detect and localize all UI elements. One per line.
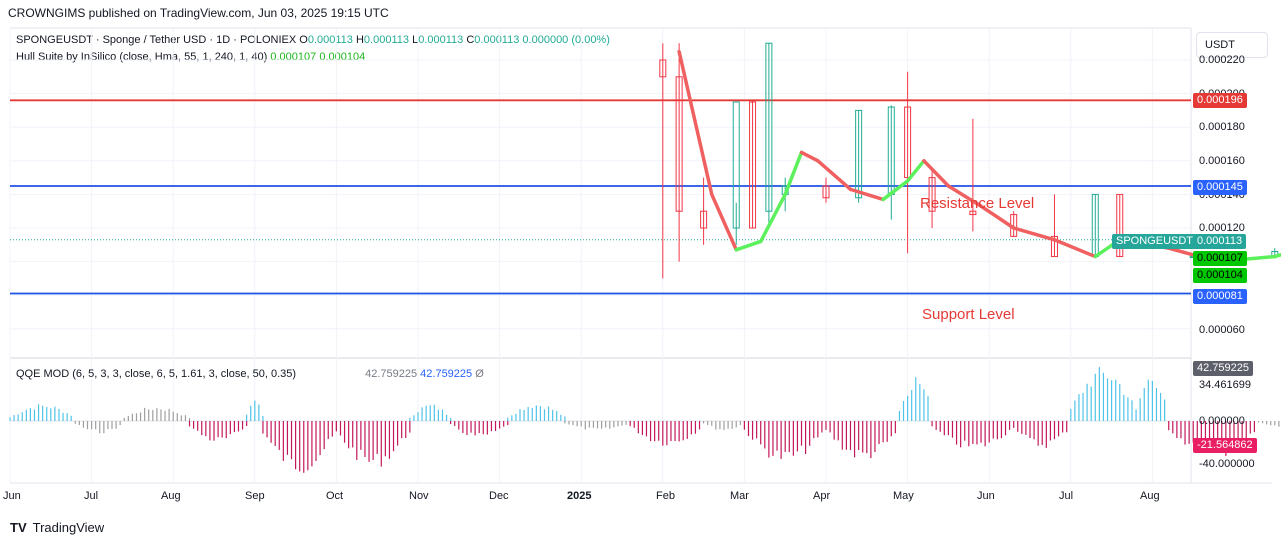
ohlc-close-label: C — [466, 34, 475, 46]
time-tick: Jul — [1059, 490, 1074, 502]
time-tick: Feb — [656, 490, 675, 502]
candle-body — [1050, 235, 1058, 258]
hull-segment — [734, 239, 763, 252]
support-price-label: 0.000081 — [1193, 289, 1247, 304]
hull-segment — [710, 192, 738, 252]
time-tick: Jun — [977, 490, 995, 502]
time-tick: Jun — [3, 490, 21, 502]
qqe-title: QQE MOD (6, 5, 3, 3, close, 6, 5, 1.61, … — [16, 368, 297, 380]
qqe-null-icon: Ø — [475, 368, 484, 380]
hull-price-label-1: 0.000107 — [1193, 251, 1247, 266]
main-legend: SPONGEUSDT · Sponge / Tether USD · 1D · … — [16, 34, 610, 46]
hull-segment — [881, 179, 910, 202]
hull-segment — [848, 187, 885, 202]
time-tick: Aug — [1140, 490, 1160, 502]
price-tick: 0.000120 — [1199, 222, 1245, 234]
qqe-value-2: 42.759225 — [420, 368, 473, 380]
time-tick: Oct — [326, 490, 344, 502]
hull-segment — [1273, 252, 1281, 259]
tradingview-logo-icon: TV — [10, 520, 27, 535]
time-tick: Nov — [409, 490, 429, 502]
candle-body — [855, 109, 863, 199]
hull-segment — [783, 150, 804, 197]
candle-body — [749, 101, 757, 229]
candle-body — [675, 76, 683, 212]
time-tick: Sep — [245, 490, 265, 502]
symbol-title[interactable]: SPONGEUSDT · Sponge / Tether USD · 1D · … — [16, 34, 297, 46]
hull-segment — [816, 159, 853, 192]
hull-price-label-2: 0.000104 — [1193, 268, 1247, 283]
candle-body — [732, 101, 740, 229]
resistance-top-price-label: 0.000196 — [1193, 93, 1247, 108]
ohlc-open: 0.000113 — [307, 34, 353, 46]
candle-body — [928, 177, 936, 212]
tradingview-brand: TradingView — [32, 520, 105, 535]
candle-body — [765, 42, 773, 212]
hull-segment — [979, 204, 1016, 230]
symbol-price-tag: SPONGEUSDT — [1112, 234, 1198, 249]
candle-body — [1116, 193, 1124, 258]
candle-body — [700, 210, 708, 229]
time-tick: Mar — [730, 490, 749, 502]
qqe-top-label: 42.759225 — [1193, 361, 1253, 376]
hull-segment — [905, 159, 926, 183]
last-price-label: 0.000113 — [1193, 234, 1247, 249]
time-tick: Apr — [813, 490, 831, 502]
hull-segment — [1052, 238, 1098, 259]
qqe-tick: 34.461699 — [1199, 379, 1251, 391]
candle-body — [969, 210, 977, 216]
time-tick: 2025 — [567, 490, 592, 502]
time-tick: May — [893, 490, 914, 502]
price-tick: 0.000220 — [1199, 54, 1245, 66]
qqe-tick: -40.000000 — [1199, 458, 1255, 470]
qqe-legend[interactable]: QQE MOD (6, 5, 3, 3, close, 6, 5, 1.61, … — [16, 368, 484, 380]
hull-segment — [799, 150, 820, 163]
time-tick: Aug — [161, 490, 181, 502]
candle-body — [659, 59, 667, 78]
ohlc-change: 0.000000 (0.00%) — [522, 34, 610, 46]
hull-segment — [946, 184, 983, 208]
resistance-annotation: Resistance Level — [920, 195, 1035, 212]
candle-body — [904, 106, 912, 179]
hull-segment — [922, 159, 951, 188]
hull-segment — [758, 192, 787, 244]
price-tick: 0.000060 — [1199, 324, 1245, 336]
hull-segment — [677, 49, 714, 197]
ohlc-low-label: L — [412, 34, 419, 46]
ohlc-low: 0.000113 — [418, 34, 464, 46]
time-tick: Jul — [84, 490, 99, 502]
ohlc-high: 0.000113 — [363, 34, 409, 46]
candle-body — [822, 185, 830, 199]
price-tick: 0.000160 — [1199, 155, 1245, 167]
ohlc-open-label: O — [299, 34, 308, 46]
qqe-neg-label: -21.564862 — [1193, 438, 1257, 453]
resistance-price-label: 0.000145 — [1193, 180, 1247, 195]
qqe-value-1: 42.759225 — [365, 368, 418, 380]
hull-segment — [1011, 226, 1057, 242]
currency-selector[interactable]: USDT — [1196, 32, 1268, 58]
qqe-tick: 0.000000 — [1199, 415, 1245, 427]
ohlc-high-label: H — [355, 34, 364, 46]
time-tick: Dec — [489, 490, 509, 502]
ohlc-close: 0.000113 — [474, 34, 520, 46]
footer-brand[interactable]: TV TradingView — [10, 520, 104, 535]
publisher-line: CROWNGIMS published on TradingView.com, … — [8, 6, 389, 20]
support-annotation: Support Level — [922, 306, 1015, 323]
price-tick: 0.000180 — [1199, 121, 1245, 133]
